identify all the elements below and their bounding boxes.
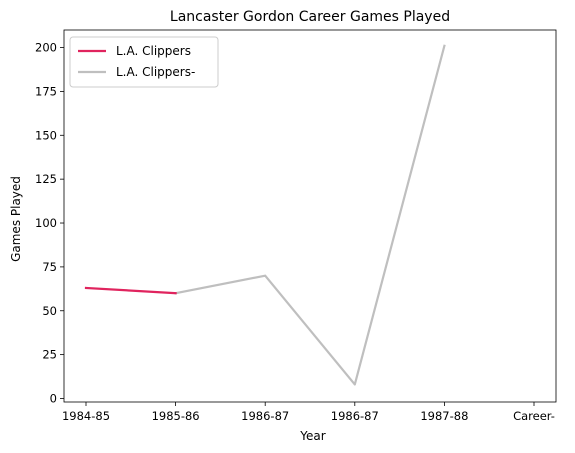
y-axis-label: Games Played bbox=[9, 176, 23, 262]
x-tick-label: 1984-85 bbox=[62, 409, 110, 423]
y-tick-label: 25 bbox=[42, 348, 57, 362]
y-tick-label: 200 bbox=[35, 41, 57, 55]
y-tick-label: 75 bbox=[42, 260, 57, 274]
y-tick-label: 150 bbox=[35, 128, 57, 142]
legend-label: L.A. Clippers bbox=[116, 44, 191, 58]
legend-label: L.A. Clippers- bbox=[116, 65, 195, 79]
chart-title: Lancaster Gordon Career Games Played bbox=[170, 9, 450, 25]
x-tick-label: Career- bbox=[513, 409, 555, 423]
y-tick-label: 50 bbox=[42, 304, 57, 318]
y-tick-label: 175 bbox=[35, 84, 57, 98]
y-tick-label: 100 bbox=[35, 216, 57, 230]
x-tick-label: 1985-86 bbox=[152, 409, 200, 423]
x-tick-label: 1987-88 bbox=[420, 409, 468, 423]
x-tick-label: 1986-87 bbox=[241, 409, 289, 423]
x-tick-label: 1986-87 bbox=[331, 409, 379, 423]
y-tick-label: 125 bbox=[35, 172, 57, 186]
y-tick-label: 0 bbox=[50, 391, 57, 405]
x-axis-label: Year bbox=[299, 429, 325, 443]
legend: L.A. Clippers L.A. Clippers- bbox=[70, 37, 218, 87]
